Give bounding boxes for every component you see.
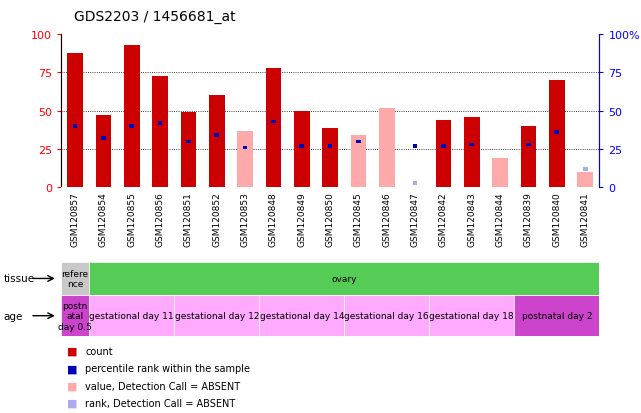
Text: GDS2203 / 1456681_at: GDS2203 / 1456681_at	[74, 10, 235, 24]
Text: GSM120844: GSM120844	[495, 192, 504, 246]
Text: value, Detection Call = ABSENT: value, Detection Call = ABSENT	[85, 381, 240, 391]
Bar	[413, 145, 417, 149]
Bar	[578, 173, 593, 188]
Text: GSM120839: GSM120839	[524, 192, 533, 247]
Bar	[469, 143, 474, 147]
Text: GSM120855: GSM120855	[128, 192, 137, 247]
Bar	[101, 137, 106, 141]
Bar	[436, 121, 451, 188]
Text: tissue: tissue	[3, 274, 35, 284]
Bar	[124, 46, 140, 188]
Text: ovary: ovary	[331, 274, 357, 283]
Text: GSM120851: GSM120851	[184, 192, 193, 247]
Text: postn
atal
day 0.5: postn atal day 0.5	[58, 301, 92, 331]
Text: GSM120842: GSM120842	[439, 192, 448, 246]
Text: gestational day 18: gestational day 18	[429, 311, 514, 320]
Bar	[413, 181, 417, 185]
Bar	[441, 145, 445, 149]
Text: ■: ■	[67, 346, 78, 356]
Bar	[328, 145, 333, 149]
Text: gestational day 12: gestational day 12	[174, 311, 259, 320]
Text: gestational day 11: gestational day 11	[90, 311, 174, 320]
Text: gestational day 14: gestational day 14	[260, 311, 344, 320]
Text: postnatal day 2: postnatal day 2	[522, 311, 592, 320]
Bar	[549, 81, 565, 188]
Bar	[344, 295, 429, 337]
Bar	[554, 131, 559, 135]
Bar	[429, 295, 514, 337]
Bar	[294, 112, 310, 188]
Bar	[181, 113, 196, 188]
Bar	[209, 96, 224, 188]
Bar	[158, 122, 162, 126]
Text: ■: ■	[67, 363, 78, 373]
Text: GSM120852: GSM120852	[212, 192, 221, 246]
Bar	[215, 134, 219, 138]
Text: gestational day 16: gestational day 16	[344, 311, 429, 320]
Bar	[265, 69, 281, 188]
Text: ■: ■	[67, 398, 78, 408]
Bar	[96, 116, 111, 188]
Text: rank, Detection Call = ABSENT: rank, Detection Call = ABSENT	[85, 398, 235, 408]
Bar	[153, 76, 168, 188]
Text: GSM120856: GSM120856	[156, 192, 165, 247]
Bar	[271, 120, 276, 124]
Bar	[72, 125, 78, 129]
Bar	[520, 127, 537, 188]
Text: ■: ■	[67, 381, 78, 391]
Bar	[243, 146, 247, 150]
Text: GSM120840: GSM120840	[553, 192, 562, 246]
Bar	[61, 295, 89, 337]
Text: GSM120849: GSM120849	[297, 192, 306, 246]
Text: GSM120846: GSM120846	[382, 192, 391, 246]
Bar	[322, 128, 338, 188]
Bar	[464, 118, 479, 188]
Bar	[61, 262, 89, 295]
Text: GSM120853: GSM120853	[240, 192, 249, 247]
Bar	[583, 168, 588, 171]
Bar	[526, 143, 531, 147]
Bar	[356, 140, 361, 144]
Text: percentile rank within the sample: percentile rank within the sample	[85, 363, 250, 373]
Bar	[379, 109, 395, 188]
Text: count: count	[85, 346, 113, 356]
Text: GSM120850: GSM120850	[326, 192, 335, 247]
Bar	[89, 295, 174, 337]
Text: GSM120857: GSM120857	[71, 192, 79, 247]
Text: GSM120854: GSM120854	[99, 192, 108, 246]
Text: GSM120847: GSM120847	[411, 192, 420, 246]
Bar	[514, 295, 599, 337]
Bar	[174, 295, 259, 337]
Text: age: age	[3, 311, 22, 321]
Bar	[237, 131, 253, 188]
Bar	[299, 145, 304, 149]
Bar	[259, 295, 344, 337]
Text: GSM120845: GSM120845	[354, 192, 363, 246]
Bar	[492, 159, 508, 188]
Bar	[67, 53, 83, 188]
Bar	[129, 125, 134, 129]
Text: GSM120843: GSM120843	[467, 192, 476, 246]
Bar	[186, 140, 191, 144]
Text: GSM120841: GSM120841	[581, 192, 590, 246]
Bar	[351, 136, 366, 188]
Text: GSM120848: GSM120848	[269, 192, 278, 246]
Text: refere
nce: refere nce	[62, 269, 88, 288]
